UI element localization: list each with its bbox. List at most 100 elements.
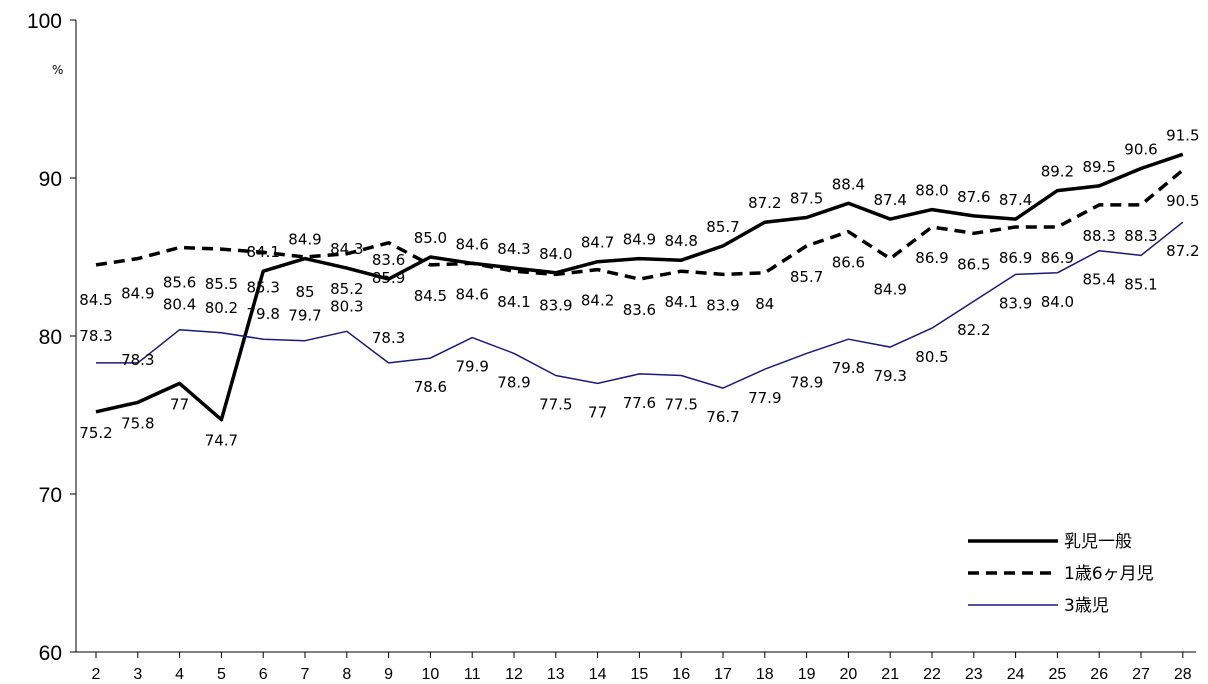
- x-tick-label: 21: [881, 666, 899, 683]
- series-line-thick-solid: [95, 152, 1184, 422]
- x-tick-label: 27: [1132, 666, 1150, 683]
- data-label-thick-solid: 75.8: [121, 414, 154, 432]
- x-tick-label: 15: [631, 666, 649, 683]
- x-tick-label: 19: [798, 666, 816, 683]
- data-label-thick-dashed: 86.9: [1041, 249, 1074, 267]
- x-tick-label: 26: [1090, 666, 1108, 683]
- y-axis-unit: %: [52, 63, 63, 77]
- data-label-thick-dashed: 83.6: [623, 301, 656, 319]
- data-label-thin-solid: 76.7: [706, 408, 739, 426]
- data-label-thick-dashed: 85.2: [330, 280, 363, 298]
- data-label-thick-solid: 84.9: [623, 231, 656, 249]
- x-tick-label: 7: [301, 666, 310, 683]
- data-label-thick-dashed: 85.7: [790, 268, 823, 286]
- x-tick-label: 14: [589, 666, 607, 683]
- data-label-thick-solid: 84.1: [246, 243, 279, 261]
- x-tick-label: 12: [505, 666, 523, 683]
- data-label-thick-dashed: 83.9: [539, 296, 572, 314]
- data-label-thin-solid: 80.5: [915, 348, 948, 366]
- data-label-thin-solid: 78.9: [497, 373, 530, 391]
- data-label-thick-dashed: 85.9: [372, 269, 405, 287]
- data-label-thick-dashed: 84.5: [79, 291, 112, 309]
- x-tick-label: 17: [714, 666, 732, 683]
- data-label-thick-dashed: 86.9: [915, 249, 948, 267]
- data-label-thick-solid: 84.6: [455, 235, 488, 253]
- data-label-thin-solid: 77.6: [623, 394, 656, 412]
- data-label-thick-dashed: 84.5: [414, 287, 447, 305]
- data-label-thin-solid: 77.5: [664, 396, 697, 414]
- data-label-thin-solid: 77: [588, 403, 607, 421]
- series-lines: [95, 152, 1184, 422]
- data-label-thick-solid: 84.7: [581, 234, 614, 252]
- x-tick-label: 24: [1007, 666, 1025, 683]
- data-label-thin-solid: 80.3: [330, 297, 363, 315]
- data-label-thick-dashed: 84: [755, 295, 774, 313]
- legend-label-thin-solid: 3歳児: [1064, 596, 1109, 616]
- x-tick-label: 8: [342, 666, 351, 683]
- data-label-thin-solid: 84.0: [1041, 293, 1074, 311]
- series-line-thin-solid: [96, 221, 1184, 389]
- data-label-thick-solid: 84.0: [539, 245, 572, 263]
- data-label-thin-solid: 77.5: [539, 396, 572, 414]
- x-tick-label: 16: [672, 666, 690, 683]
- data-label-thick-solid: 91.5: [1166, 126, 1199, 144]
- data-label-thin-solid: 87.2: [1166, 242, 1199, 260]
- x-tick-label: 20: [840, 666, 858, 683]
- data-label-thin-solid: 78.3: [79, 327, 112, 345]
- data-label-thick-dashed: 84.9: [121, 285, 154, 303]
- data-label-thick-solid: 83.6: [372, 251, 405, 269]
- y-tick-label: 80: [39, 326, 62, 349]
- x-tick-label: 25: [1049, 666, 1067, 683]
- data-label-thick-solid: 85.0: [414, 229, 447, 247]
- data-label-thick-solid: 87.2: [748, 194, 781, 212]
- y-tick-label: 70: [39, 484, 62, 507]
- series-line-thick-dashed: [95, 168, 1184, 281]
- x-tick-label: 5: [217, 666, 226, 683]
- data-label-thin-solid: 78.3: [372, 329, 405, 347]
- x-tick-label: 18: [756, 666, 774, 683]
- data-label-thick-solid: 85.7: [706, 218, 739, 236]
- data-label-thin-solid: 80.2: [205, 299, 238, 317]
- data-label-thick-dashed: 85.3: [246, 278, 279, 296]
- data-label-thin-solid: 78.3: [121, 351, 154, 369]
- data-label-thick-solid: 74.7: [205, 432, 238, 450]
- x-tick-label: 22: [923, 666, 941, 683]
- x-tick-label: 6: [259, 666, 268, 683]
- data-label-thin-solid: 83.9: [999, 294, 1032, 312]
- data-label-thick-dashed: 86.6: [832, 254, 865, 272]
- y-tick-label: 90: [39, 168, 62, 191]
- x-tick-label: 28: [1174, 666, 1192, 683]
- data-label-thick-solid: 77: [170, 395, 189, 413]
- data-label-thin-solid: 85.1: [1124, 275, 1157, 293]
- x-tick-label: 2: [92, 666, 101, 683]
- x-tick-label: 9: [384, 666, 393, 683]
- data-label-thick-dashed: 84.1: [497, 293, 530, 311]
- data-label-thin-solid: 85.4: [1082, 271, 1115, 289]
- y-tick-label: 100: [27, 10, 62, 33]
- data-label-thick-dashed: 88.3: [1082, 227, 1115, 245]
- x-tick-label: 3: [133, 666, 142, 683]
- data-label-thick-dashed: 86.9: [999, 249, 1032, 267]
- data-label-thick-solid: 84.8: [664, 232, 697, 250]
- y-tick-label: 60: [39, 642, 62, 665]
- data-label-thick-dashed: 84.1: [664, 293, 697, 311]
- data-label-thick-solid: 84.3: [330, 240, 363, 258]
- x-tick-label: 13: [547, 666, 565, 683]
- data-label-thick-dashed: 90.5: [1166, 192, 1199, 210]
- data-label-thick-dashed: 86.5: [957, 255, 990, 273]
- data-label-thick-dashed: 84.2: [581, 292, 614, 310]
- data-label-thick-solid: 75.2: [79, 424, 112, 442]
- data-label-thick-solid: 90.6: [1124, 141, 1157, 159]
- data-label-thin-solid: 79.8: [832, 359, 865, 377]
- data-label-thick-dashed: 84.6: [455, 285, 488, 303]
- data-label-thick-solid: 89.5: [1082, 158, 1115, 176]
- data-label-thin-solid: 79.8: [246, 305, 279, 323]
- data-label-thick-solid: 89.2: [1041, 163, 1074, 181]
- data-label-thick-solid: 87.5: [790, 190, 823, 208]
- data-label-thin-solid: 78.9: [790, 373, 823, 391]
- x-tick-label: 23: [965, 666, 983, 683]
- data-label-thick-solid: 84.3: [497, 240, 530, 258]
- data-label-thick-dashed: 84.9: [873, 281, 906, 299]
